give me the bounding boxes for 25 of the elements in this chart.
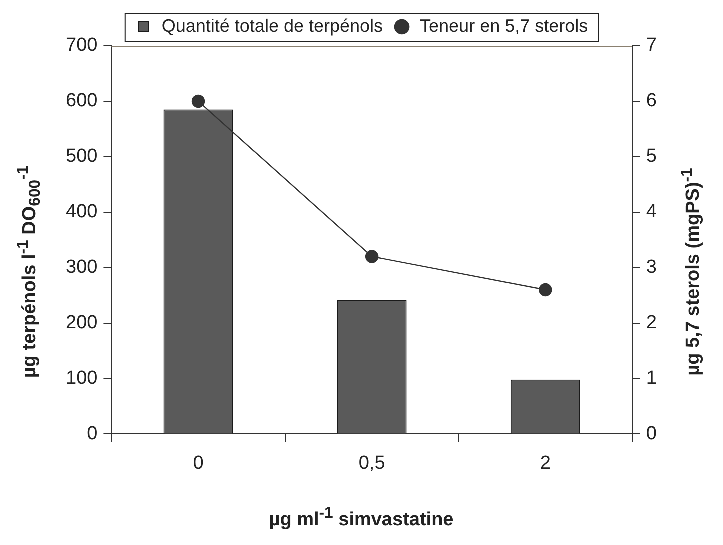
point xyxy=(365,250,379,264)
y-tick-label: 600 xyxy=(66,90,98,112)
y2-tick-label: 0 xyxy=(646,423,658,444)
y-tick-label: 0 xyxy=(87,423,98,444)
y-tick-label: 300 xyxy=(66,257,98,278)
x-tick-label: 0,5 xyxy=(358,452,386,474)
y-tick-label: 700 xyxy=(66,35,98,56)
legend-label: Quantité totale de terpénols xyxy=(162,16,384,36)
y2-tick-label: 1 xyxy=(646,368,658,389)
y-tick-label: 400 xyxy=(66,202,98,223)
y-tick-label: 100 xyxy=(66,368,98,389)
y2-tick-label: 2 xyxy=(646,312,658,334)
y2-tick-label: 5 xyxy=(646,146,658,168)
y-tick-label: 200 xyxy=(66,312,98,334)
point xyxy=(192,94,206,108)
y2-tick-label: 4 xyxy=(646,202,658,223)
y2-tick-label: 6 xyxy=(646,90,658,112)
y2-tick-label: 7 xyxy=(646,35,658,56)
point xyxy=(539,283,552,297)
x-tick-label: 0 xyxy=(193,452,204,474)
y2-tick-label: 3 xyxy=(646,257,658,278)
x-tick-label: 2 xyxy=(540,452,551,474)
x-axis-title: µg ml$^{-1}$ simvastatine xyxy=(268,505,455,532)
legend-label: Teneur en 5,7 sterols xyxy=(420,16,588,36)
y-tick-label: 500 xyxy=(66,146,98,168)
